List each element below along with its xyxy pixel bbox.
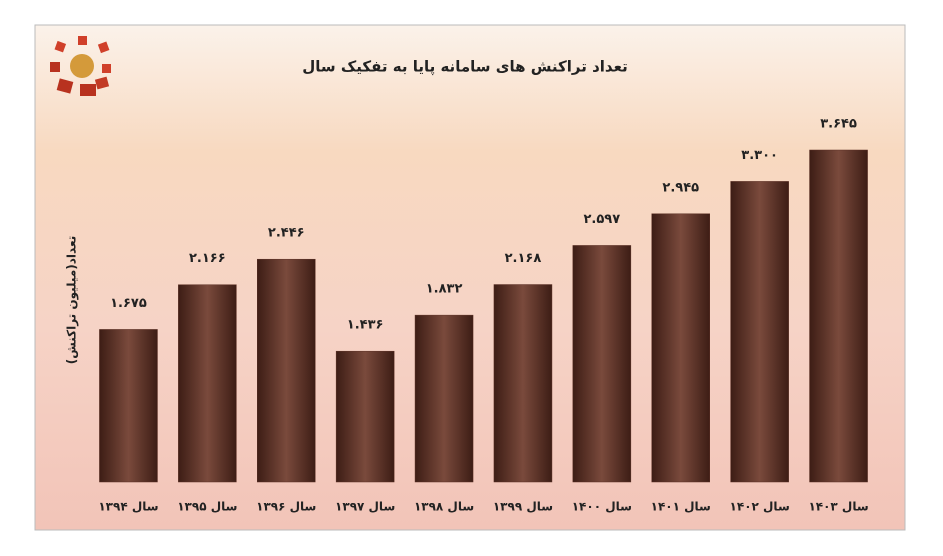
chart-title: تعداد تراکنش های سامانه پایا به تفکیک سا… — [302, 58, 627, 77]
bar — [730, 181, 789, 483]
x-tick-label: سال ۱۳۹۴ — [98, 500, 158, 514]
value-label: ۲.۱۶۶ — [189, 251, 226, 266]
x-tick-label: سال ۱۳۹۹ — [493, 500, 553, 514]
value-label: ۱.۶۷۵ — [110, 296, 147, 311]
value-label: ۲.۴۴۶ — [268, 226, 305, 241]
value-label: ۲.۱۶۸ — [505, 251, 542, 266]
value-label: ۱.۸۳۲ — [426, 282, 463, 297]
bar — [809, 149, 868, 483]
value-label: ۱.۴۳۶ — [347, 318, 384, 333]
value-label: ۲.۹۴۵ — [662, 180, 699, 195]
x-tick-label: سال ۱۴۰۳ — [808, 500, 868, 514]
value-label: ۳.۳۰۰ — [741, 148, 778, 163]
x-tick-label: سال ۱۳۹۶ — [256, 500, 316, 514]
x-tick-label: سال ۱۳۹۵ — [177, 500, 237, 514]
x-tick-label: سال ۱۳۹۷ — [335, 500, 395, 514]
bar — [414, 314, 474, 483]
x-tick-label: سال ۱۳۹۸ — [414, 500, 474, 514]
bar — [99, 329, 158, 483]
x-tick-label: سال ۱۴۰۲ — [730, 500, 790, 514]
logo — [50, 36, 111, 96]
x-tick-label: سال ۱۴۰۰ — [572, 500, 632, 514]
bar — [257, 258, 316, 483]
bar — [651, 213, 710, 483]
bar — [178, 284, 237, 483]
x-tick-label: سال ۱۴۰۱ — [651, 500, 711, 514]
bar — [493, 284, 553, 483]
value-label: ۲.۵۹۷ — [584, 212, 621, 227]
bar — [335, 350, 395, 483]
bar — [572, 245, 632, 483]
value-label: ۳.۶۴۵ — [820, 117, 857, 132]
y-axis-label: تعداد(میلیون تراکنش) — [65, 236, 80, 364]
